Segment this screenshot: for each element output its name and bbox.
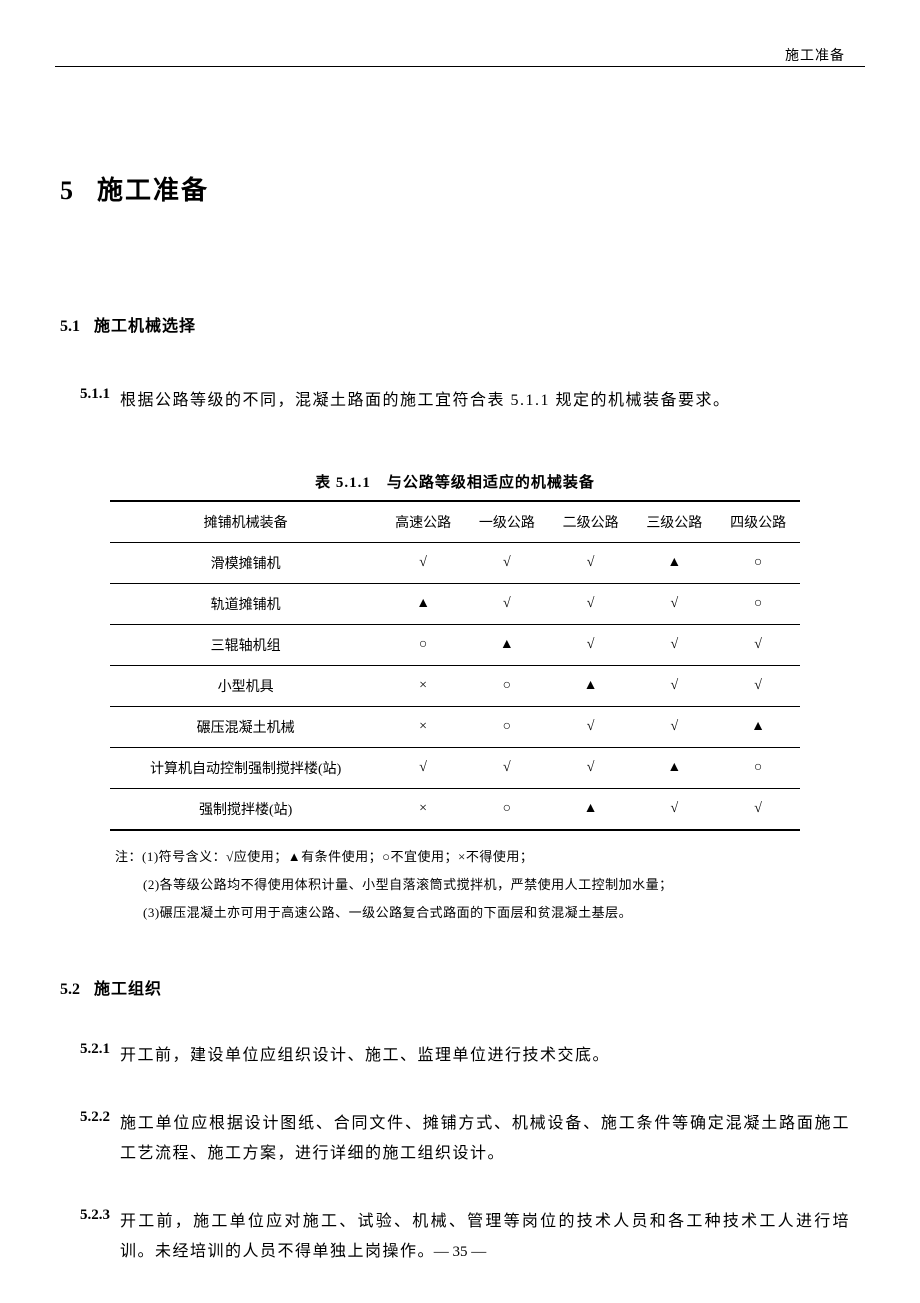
table-cell-symbol: √ xyxy=(632,666,716,707)
section-heading-5-2: 5.2 施工组织 xyxy=(60,975,850,999)
note-text: (3)碾压混凝土亦可用于高速公路、一级公路复合式路面的下面层和贫混凝土基层。 xyxy=(143,899,632,927)
table-cell-symbol: ○ xyxy=(465,789,549,831)
section-heading-5-1: 5.1 施工机械选择 xyxy=(60,312,850,336)
table-row: 强制搅拌楼(站)×○▲√√ xyxy=(110,789,800,831)
clause-number: 5.2.1 xyxy=(80,1041,110,1058)
table-cell-name: 轨道摊铺机 xyxy=(110,584,381,625)
clause-text: 根据公路等级的不同，混凝土路面的施工宜符合表 5.1.1 规定的机械装备要求。 xyxy=(120,386,731,416)
table-row: 小型机具×○▲√√ xyxy=(110,666,800,707)
table-cell-symbol: √ xyxy=(632,584,716,625)
running-header: 施工准备 xyxy=(785,45,845,65)
table-cell-symbol: ▲ xyxy=(632,748,716,789)
table-cell-symbol: √ xyxy=(465,748,549,789)
note-prefix: 注： xyxy=(115,843,142,871)
chapter-title: 施工准备 xyxy=(97,176,209,205)
table-cell-symbol: ○ xyxy=(716,543,800,584)
table-cell-name: 碾压混凝土机械 xyxy=(110,707,381,748)
table-cell-name: 强制搅拌楼(站) xyxy=(110,789,381,831)
table-cell-name: 三辊轴机组 xyxy=(110,625,381,666)
chapter-heading: 5 施工准备 xyxy=(60,170,850,207)
note-line: (3)碾压混凝土亦可用于高速公路、一级公路复合式路面的下面层和贫混凝土基层。 xyxy=(115,899,795,927)
clause-number: 5.1.1 xyxy=(80,386,110,403)
equipment-table: 摊铺机械装备高速公路一级公路二级公路三级公路四级公路 滑模摊铺机√√√▲○轨道摊… xyxy=(110,500,800,831)
table-header-row: 摊铺机械装备高速公路一级公路二级公路三级公路四级公路 xyxy=(110,501,800,543)
table-cell-symbol: √ xyxy=(632,707,716,748)
table-cell-symbol: × xyxy=(381,666,465,707)
table-cell-symbol: ○ xyxy=(381,625,465,666)
note-text: (1)符号含义：√应使用；▲有条件使用；○不宜使用；×不得使用； xyxy=(142,843,533,871)
table-header-cell: 四级公路 xyxy=(716,501,800,543)
table-cell-symbol: √ xyxy=(381,543,465,584)
clause-number: 5.2.2 xyxy=(80,1109,110,1126)
table-title: 表 5.1.1 与公路等级相适应的机械装备 xyxy=(60,471,850,492)
clause-5-2-1: 5.2.1 开工前，建设单位应组织设计、施工、监理单位进行技术交底。 xyxy=(80,1041,850,1071)
table-row: 计算机自动控制强制搅拌楼(站)√√√▲○ xyxy=(110,748,800,789)
table-notes: 注： (1)符号含义：√应使用；▲有条件使用；○不宜使用；×不得使用； (2)各… xyxy=(115,843,795,927)
table-cell-symbol: √ xyxy=(549,625,633,666)
page-number: — 35 — xyxy=(0,1244,920,1261)
table-cell-symbol: ▲ xyxy=(381,584,465,625)
table-cell-name: 计算机自动控制强制搅拌楼(站) xyxy=(110,748,381,789)
table-cell-symbol: ▲ xyxy=(716,707,800,748)
note-line: (2)各等级公路均不得使用体积计量、小型自落滚筒式搅拌机，严禁使用人工控制加水量… xyxy=(115,871,795,899)
table-5-1-1: 摊铺机械装备高速公路一级公路二级公路三级公路四级公路 滑模摊铺机√√√▲○轨道摊… xyxy=(110,500,800,831)
clause-text: 开工前，建设单位应组织设计、施工、监理单位进行技术交底。 xyxy=(120,1041,610,1071)
table-row: 碾压混凝土机械×○√√▲ xyxy=(110,707,800,748)
table-cell-symbol: ○ xyxy=(716,748,800,789)
table-header-cell: 二级公路 xyxy=(549,501,633,543)
table-cell-symbol: √ xyxy=(465,584,549,625)
note-line: 注： (1)符号含义：√应使用；▲有条件使用；○不宜使用；×不得使用； xyxy=(115,843,795,871)
clause-text: 施工单位应根据设计图纸、合同文件、摊铺方式、机械设备、施工条件等确定混凝土路面施… xyxy=(120,1109,850,1169)
note-text: (2)各等级公路均不得使用体积计量、小型自落滚筒式搅拌机，严禁使用人工控制加水量… xyxy=(143,871,673,899)
table-cell-symbol: ○ xyxy=(465,707,549,748)
clause-number: 5.2.3 xyxy=(80,1207,110,1224)
table-cell-symbol: ○ xyxy=(716,584,800,625)
header-rule xyxy=(55,66,865,67)
table-row: 滑模摊铺机√√√▲○ xyxy=(110,543,800,584)
table-cell-symbol: √ xyxy=(549,748,633,789)
table-cell-symbol: √ xyxy=(549,707,633,748)
section-title: 施工机械选择 xyxy=(94,318,196,335)
table-cell-symbol: √ xyxy=(632,625,716,666)
table-cell-symbol: ○ xyxy=(465,666,549,707)
table-cell-symbol: × xyxy=(381,789,465,831)
table-cell-symbol: √ xyxy=(549,584,633,625)
table-cell-symbol: ▲ xyxy=(632,543,716,584)
table-body: 滑模摊铺机√√√▲○轨道摊铺机▲√√√○三辊轴机组○▲√√√小型机具×○▲√√碾… xyxy=(110,543,800,831)
table-cell-symbol: √ xyxy=(716,625,800,666)
table-row: 三辊轴机组○▲√√√ xyxy=(110,625,800,666)
section-number: 5.2 xyxy=(60,981,80,999)
clause-5-1-1: 5.1.1 根据公路等级的不同，混凝土路面的施工宜符合表 5.1.1 规定的机械… xyxy=(80,386,850,416)
table-header-cell: 高速公路 xyxy=(381,501,465,543)
table-cell-symbol: ▲ xyxy=(549,789,633,831)
table-cell-symbol: √ xyxy=(632,789,716,831)
chapter-number: 5 xyxy=(60,176,73,206)
table-cell-symbol: √ xyxy=(716,789,800,831)
table-cell-name: 小型机具 xyxy=(110,666,381,707)
table-cell-symbol: ▲ xyxy=(549,666,633,707)
table-cell-symbol: ▲ xyxy=(465,625,549,666)
table-header-cell: 三级公路 xyxy=(632,501,716,543)
table-header-cell: 摊铺机械装备 xyxy=(110,501,381,543)
table-cell-symbol: √ xyxy=(716,666,800,707)
table-cell-symbol: × xyxy=(381,707,465,748)
table-cell-name: 滑模摊铺机 xyxy=(110,543,381,584)
table-cell-symbol: √ xyxy=(549,543,633,584)
table-cell-symbol: √ xyxy=(465,543,549,584)
section-title: 施工组织 xyxy=(94,981,162,998)
section-number: 5.1 xyxy=(60,318,80,336)
table-header-cell: 一级公路 xyxy=(465,501,549,543)
table-row: 轨道摊铺机▲√√√○ xyxy=(110,584,800,625)
table-cell-symbol: √ xyxy=(381,748,465,789)
clause-5-2-2: 5.2.2 施工单位应根据设计图纸、合同文件、摊铺方式、机械设备、施工条件等确定… xyxy=(80,1109,850,1169)
